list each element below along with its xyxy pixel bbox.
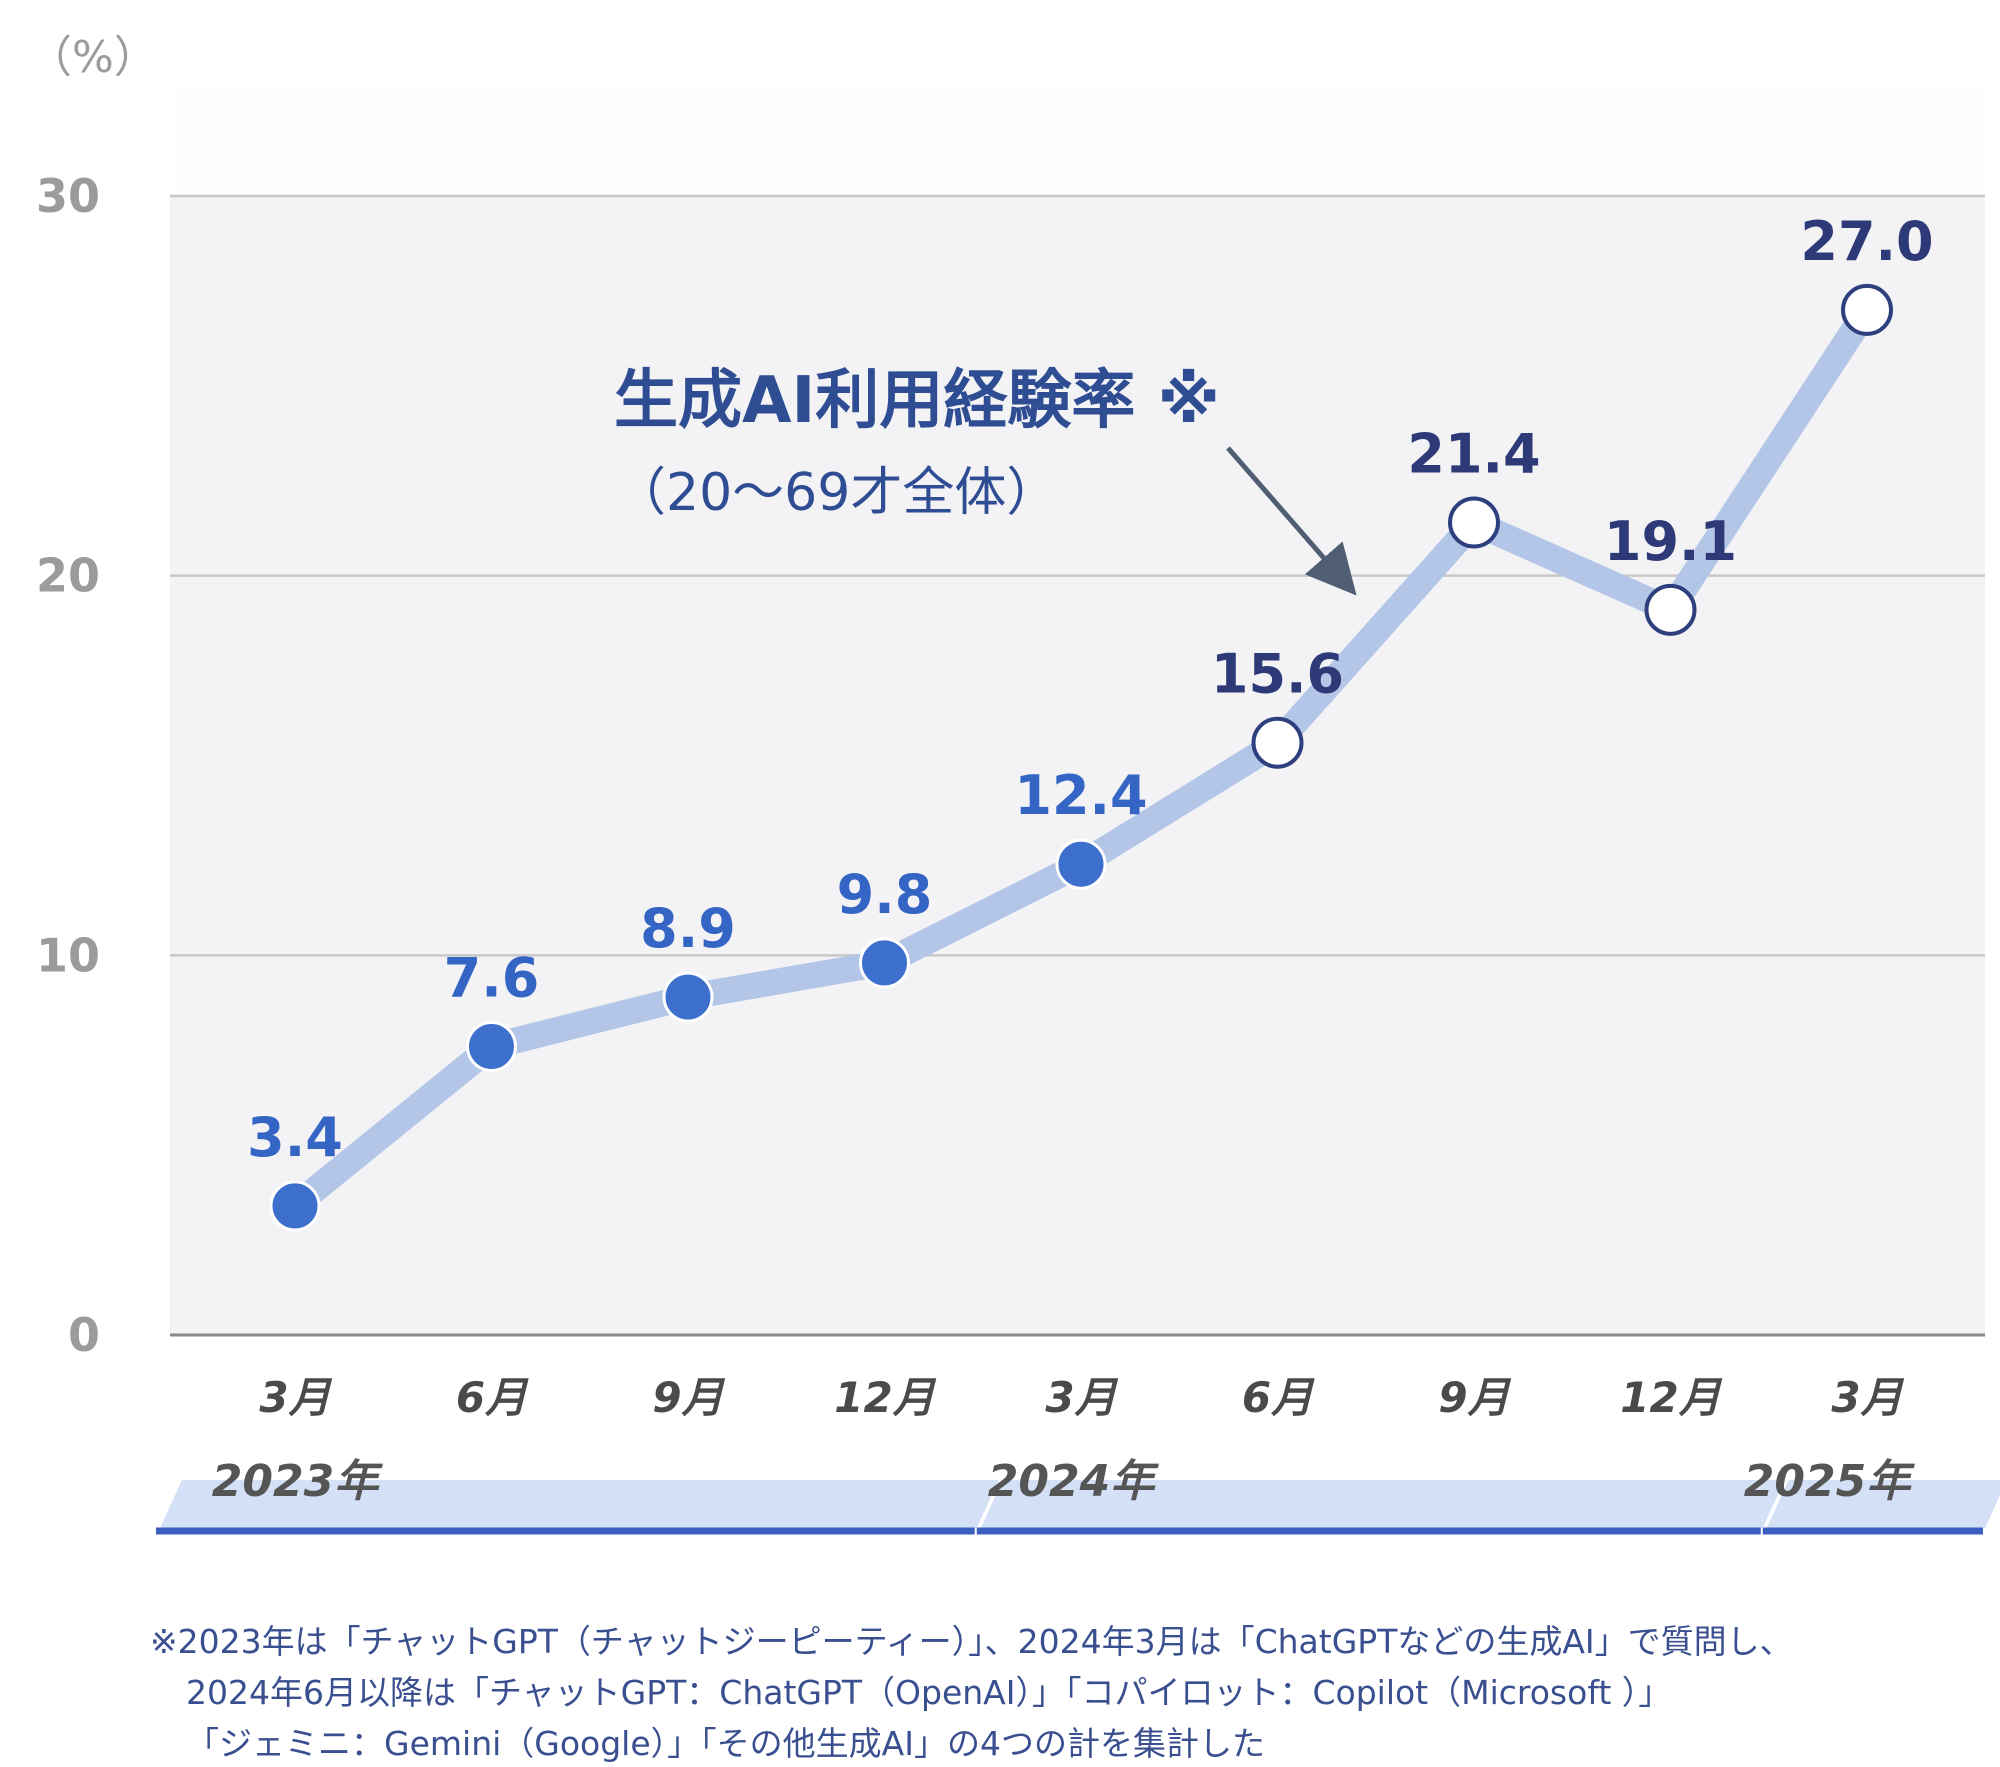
data-point [859,937,910,989]
data-label: 21.4 [1407,423,1540,486]
year-label: 2023年 [212,1456,383,1507]
annotation-arrow [1226,446,1357,596]
data-label: 27.0 [1800,210,1933,273]
data-label: 8.9 [640,897,736,960]
x-tick-label: 12月 [1620,1373,1722,1422]
y-unit-label: （%） [28,32,158,83]
year-band [980,1480,1785,1528]
data-label: 9.8 [837,863,933,926]
x-tick-label: 12月 [834,1373,936,1422]
data-point [269,1180,321,1232]
x-tick-label: 9月 [1438,1373,1511,1422]
annotation-title: 生成AI利用経験率 ※ [614,364,1220,438]
data-label: 12.4 [1014,764,1147,827]
x-tick-label: 3月 [259,1373,332,1422]
x-tick-labels: 3月 6月 9月 12月 3月 6月 9月 12月 3月 [259,1373,1904,1422]
x-tick-label: 3月 [1045,1373,1118,1422]
x-tick-label: 3月 [1831,1373,1904,1422]
data-point [466,1020,517,1072]
data-point [1841,283,1893,336]
data-label: 15.6 [1211,643,1344,706]
plot-background-lower [170,196,1985,1335]
year-label: 2024年 [988,1456,1159,1507]
year-band [160,1480,999,1528]
annotation-subtitle: （20～69才全体） [614,463,1058,523]
data-point [1251,716,1304,769]
data-markers [269,283,1893,1232]
data-point [662,971,714,1023]
footnote-line-1: ※2023年は「チャットGPT（チャットジーピーティー）」、2024年3月は「C… [150,1622,1793,1661]
x-tick-label: 6月 [456,1373,529,1422]
footnote-line-3: 「ジェミニ：Gemini（Google）」「その他生成AI」の4つの計を集計した [186,1724,1265,1763]
footnote-line-2: 2024年6月以降は「チャットGPT：ChatGPT（OpenAI）」「コパイロ… [186,1673,1671,1712]
data-label: 7.6 [444,946,540,1009]
data-label: 19.1 [1604,510,1737,573]
y-tick-label: 0 [68,1308,100,1362]
year-band [1766,1480,2000,1528]
data-point [1055,838,1107,890]
x-tick-label: 6月 [1242,1373,1315,1422]
x-tick-label: 9月 [652,1373,725,1422]
y-tick-label: 30 [36,169,100,223]
data-label: 3.4 [247,1106,343,1169]
data-labels: 3.4 7.6 8.9 9.8 12.4 15.6 21.4 19.1 27.0 [247,210,1933,1169]
y-tick-label: 10 [36,928,100,982]
y-tick-label: 20 [36,549,100,603]
year-label: 2025年 [1744,1456,1915,1507]
year-bands: 2023年 2024年 2025年 [156,1456,2000,1535]
data-point [1644,583,1697,636]
y-tick-labels: 0 10 20 30 [36,169,100,1362]
data-point [1448,496,1500,549]
